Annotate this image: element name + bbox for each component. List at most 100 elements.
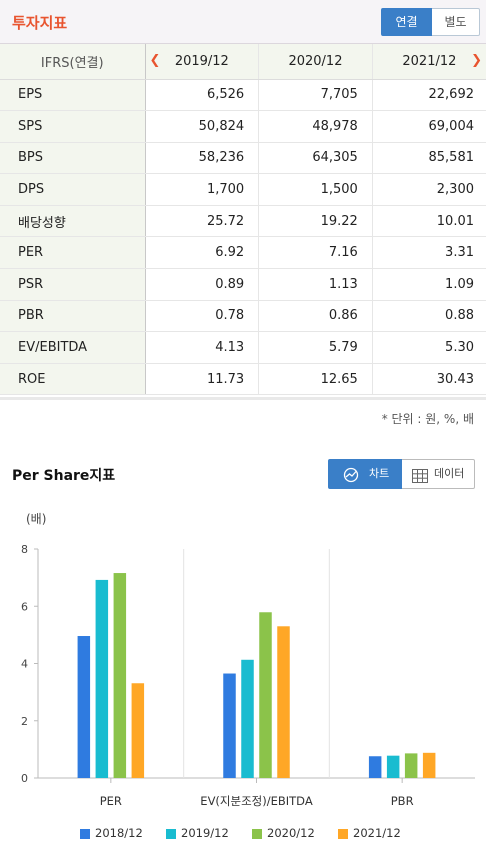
row-label: EPS — [0, 79, 146, 112]
chart-bar — [113, 573, 127, 778]
section-title: Per Share지표 — [12, 468, 116, 484]
table-cell: 7,705 — [258, 79, 373, 112]
legend-label: 2020/12 — [267, 826, 315, 840]
table-cell: 64,305 — [258, 142, 373, 175]
year-header-cell: 2021/12 ❯ — [372, 44, 486, 80]
y-tick-label: 4 — [21, 658, 28, 671]
table-cell: 22,692 — [372, 79, 486, 112]
row-label: PBR — [0, 300, 146, 333]
chart-bar — [77, 636, 91, 778]
year-header: 2019/12 — [174, 53, 229, 69]
table-header-row: IFRS(연결) ❮ 2019/12 2020/12 2021/12 ❯ — [0, 44, 486, 80]
indicator-table: IFRS(연결) ❮ 2019/12 2020/12 2021/12 ❯ EPS… — [0, 44, 486, 396]
table-cell: 85,581 — [372, 142, 486, 175]
table-cell: 12.65 — [258, 363, 373, 396]
table-cell: 5.30 — [372, 331, 486, 364]
table-cell: 6.92 — [145, 236, 260, 270]
y-tick-label: 6 — [21, 600, 28, 613]
x-tick-label: PER — [100, 794, 122, 808]
x-tick-label: PBR — [391, 794, 414, 808]
table-divider — [0, 397, 486, 400]
chart-bar — [131, 683, 145, 778]
chart-bar — [422, 752, 436, 778]
legend-label: 2021/12 — [353, 826, 401, 840]
table-cell: 30.43 — [372, 363, 486, 396]
y-tick-label: 0 — [21, 772, 28, 785]
chart-bar — [404, 753, 418, 778]
legend-swatch — [166, 829, 176, 839]
table-cell: 1,700 — [145, 173, 260, 206]
table-cell: 3.31 — [372, 236, 486, 270]
row-label: DPS — [0, 173, 146, 206]
chart-bar — [368, 756, 382, 778]
table-cell: 5.79 — [258, 331, 373, 364]
legend-swatch — [338, 829, 348, 839]
table-cell: 7.16 — [258, 236, 373, 270]
table-row: BPS 58,236 64,305 85,581 — [0, 142, 486, 175]
table-cell: 1.13 — [258, 268, 373, 301]
data-button-label: 데이터 — [434, 467, 465, 480]
chart-bar — [386, 755, 400, 778]
y-tick-label: 2 — [21, 715, 28, 728]
table-cell: 0.78 — [145, 300, 260, 333]
table-cell: 25.72 — [145, 205, 260, 238]
legend-swatch — [80, 829, 90, 839]
chart-bar — [277, 626, 290, 778]
chart-bar — [241, 659, 254, 778]
chart-icon — [343, 466, 359, 494]
chevron-right-icon[interactable]: ❯ — [471, 53, 482, 68]
row-label: EV/EBITDA — [0, 331, 146, 364]
table-cell: 10.01 — [372, 205, 486, 238]
table-row: DPS 1,700 1,500 2,300 — [0, 173, 486, 206]
chart-unit-label: (배) — [26, 512, 47, 526]
row-label: BPS — [0, 142, 146, 175]
year-header: 2021/12 — [402, 53, 457, 69]
chevron-left-icon[interactable]: ❮ — [149, 53, 161, 68]
year-header-cell: 2020/12 — [258, 44, 373, 80]
tab-consolidated[interactable]: 연결 — [381, 8, 432, 36]
table-cell: 0.89 — [145, 268, 260, 301]
table-row: EV/EBITDA 4.13 5.79 5.30 — [0, 331, 486, 364]
table-icon — [412, 466, 428, 494]
table-row: ROE 11.73 12.65 30.43 — [0, 363, 486, 396]
chart-bar — [259, 612, 272, 778]
table-row: SPS 50,824 48,978 69,004 — [0, 110, 486, 143]
chart-legend: 2018/12 2019/12 2020/12 2021/12 — [0, 826, 486, 844]
table-cell: 48,978 — [258, 110, 373, 143]
table-cell: 50,824 — [145, 110, 260, 143]
table-row: PER 6.92 7.16 3.31 — [0, 236, 486, 270]
table-cell: 1.09 — [372, 268, 486, 301]
header: 투자지표 연결 별도 — [0, 0, 486, 44]
row-label: 배당성향 — [0, 205, 146, 238]
legend-label: 2019/12 — [181, 826, 229, 840]
table-cell: 58,236 — [145, 142, 260, 175]
table-row: 배당성향 25.72 19.22 10.01 — [0, 205, 486, 238]
table-corner-label: IFRS(연결) — [0, 44, 146, 80]
legend-swatch — [252, 829, 262, 839]
per-share-chart: 0 2 4 6 8 PER EV(지분조정)/EBITDA PBR — [21, 543, 475, 808]
legend-label: 2018/12 — [95, 826, 143, 840]
row-label: SPS — [0, 110, 146, 143]
table-row: EPS 6,526 7,705 22,692 — [0, 79, 486, 112]
page-title: 투자지표 — [12, 14, 68, 32]
y-tick-label: 8 — [21, 543, 28, 556]
year-header: 2020/12 — [288, 53, 343, 69]
chart-button-label: 차트 — [369, 467, 390, 480]
table-cell: 0.86 — [258, 300, 373, 333]
table-cell: 69,004 — [372, 110, 486, 143]
table-row: PBR 0.78 0.86 0.88 — [0, 300, 486, 333]
chart-bar — [95, 579, 109, 778]
table-cell: 11.73 — [145, 363, 260, 396]
data-view-button[interactable]: 데이터 — [402, 459, 475, 489]
chart-bar — [223, 673, 236, 778]
table-cell: 1,500 — [258, 173, 373, 206]
table-cell: 2,300 — [372, 173, 486, 206]
chart-view-button[interactable]: 차트 — [328, 459, 402, 489]
tab-separate[interactable]: 별도 — [432, 8, 480, 36]
year-header-cell: ❮ 2019/12 — [145, 44, 260, 80]
row-label: PER — [0, 236, 146, 270]
table-cell: 4.13 — [145, 331, 260, 364]
unit-note: * 단위 : 원, %, 배 — [381, 412, 474, 426]
table-cell: 19.22 — [258, 205, 373, 238]
table-cell: 0.88 — [372, 300, 486, 333]
